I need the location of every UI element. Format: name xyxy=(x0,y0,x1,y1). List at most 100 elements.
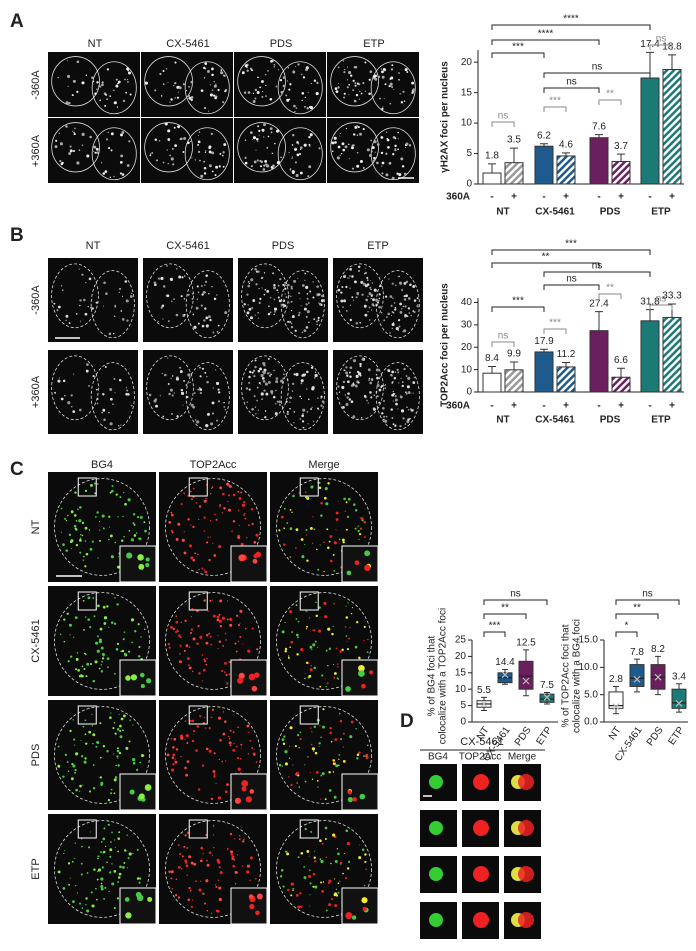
focus xyxy=(269,372,271,374)
focus xyxy=(174,760,178,764)
focus xyxy=(175,620,179,624)
focus xyxy=(100,784,103,786)
focus xyxy=(391,322,395,327)
focus xyxy=(274,412,278,416)
focus xyxy=(366,399,368,402)
focus xyxy=(318,742,321,745)
focus xyxy=(350,400,354,404)
focus xyxy=(201,567,204,570)
focus xyxy=(289,726,293,730)
top2a-focus xyxy=(473,866,489,882)
focus xyxy=(306,559,309,562)
focus xyxy=(328,540,331,543)
box xyxy=(671,688,687,709)
focus xyxy=(387,146,390,149)
focus xyxy=(201,285,203,287)
focus xyxy=(258,129,261,132)
focus xyxy=(122,515,124,518)
focus xyxy=(318,486,322,490)
focus xyxy=(211,401,215,405)
focus xyxy=(110,555,114,559)
focus xyxy=(114,305,117,308)
focus xyxy=(136,768,139,772)
micrograph xyxy=(48,350,138,434)
focus xyxy=(346,648,349,651)
micrograph xyxy=(48,52,140,117)
mean-marker xyxy=(522,677,530,685)
focus xyxy=(110,788,113,791)
focus xyxy=(356,621,359,624)
focus xyxy=(75,520,78,522)
focus xyxy=(259,367,262,371)
focus xyxy=(121,318,125,321)
focus xyxy=(399,281,403,285)
focus xyxy=(403,172,407,176)
focus xyxy=(406,406,408,408)
focus xyxy=(251,747,254,749)
box xyxy=(608,691,624,709)
focus xyxy=(120,154,124,158)
focus xyxy=(162,161,165,164)
focus xyxy=(285,400,288,403)
focus xyxy=(212,387,214,389)
focus xyxy=(189,381,191,384)
focus xyxy=(403,329,407,333)
focus xyxy=(213,773,216,776)
focus xyxy=(76,161,80,165)
focus xyxy=(367,279,369,281)
focus xyxy=(204,307,207,310)
focus xyxy=(256,760,258,763)
focus xyxy=(390,68,394,71)
focus xyxy=(117,764,120,767)
focus xyxy=(304,672,306,675)
focus xyxy=(248,388,251,391)
focus xyxy=(193,862,197,866)
focus xyxy=(239,609,243,613)
focus xyxy=(100,781,104,785)
focus xyxy=(287,320,290,323)
focus xyxy=(287,655,290,657)
focus xyxy=(72,900,75,904)
inset-focus xyxy=(129,789,135,795)
focus xyxy=(256,648,259,651)
value-label: 33.3 xyxy=(662,291,682,302)
error-bar xyxy=(540,143,548,147)
focus xyxy=(290,894,293,897)
focus xyxy=(57,379,61,383)
focus xyxy=(213,297,217,301)
focus xyxy=(333,676,336,679)
roi-box xyxy=(299,477,319,497)
focus xyxy=(113,101,117,105)
focus xyxy=(291,156,293,158)
focus xyxy=(335,90,339,94)
focus xyxy=(382,106,384,108)
focus xyxy=(296,782,298,784)
focus xyxy=(238,835,241,837)
focus xyxy=(212,542,214,544)
focus xyxy=(78,268,80,270)
focus xyxy=(355,93,359,97)
focus xyxy=(234,642,237,645)
focus xyxy=(338,82,340,85)
focus xyxy=(245,387,249,390)
focus xyxy=(391,282,394,285)
cell-outline xyxy=(165,706,261,804)
focus xyxy=(119,865,122,869)
x-tick-label: PDS xyxy=(645,725,666,748)
focus xyxy=(194,159,197,161)
focus xyxy=(338,764,340,767)
focus xyxy=(288,320,292,324)
focus xyxy=(301,414,304,418)
focus xyxy=(394,284,397,287)
focus xyxy=(179,660,182,664)
focus xyxy=(393,89,395,91)
focus xyxy=(368,92,371,96)
focus xyxy=(337,852,340,856)
focus xyxy=(121,649,125,653)
inset xyxy=(230,887,268,925)
inset-focus xyxy=(241,780,249,787)
focus xyxy=(167,82,169,84)
focus xyxy=(128,529,131,532)
focus xyxy=(295,633,299,637)
focus xyxy=(283,735,286,738)
